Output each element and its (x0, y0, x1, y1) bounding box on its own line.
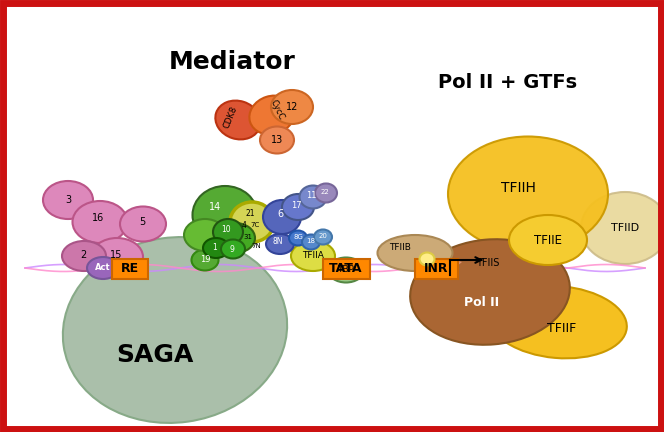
Text: 1: 1 (212, 244, 217, 252)
Ellipse shape (302, 235, 320, 250)
Ellipse shape (314, 229, 332, 245)
Text: Pol II + GTFs: Pol II + GTFs (438, 73, 578, 92)
Ellipse shape (43, 181, 93, 219)
Ellipse shape (193, 186, 258, 244)
Text: 19: 19 (200, 255, 210, 264)
Polygon shape (440, 258, 462, 272)
Text: Pol II: Pol II (464, 296, 499, 309)
Ellipse shape (581, 192, 664, 264)
Text: SAGA: SAGA (116, 343, 194, 367)
Ellipse shape (263, 200, 301, 234)
Ellipse shape (213, 219, 243, 245)
Ellipse shape (282, 194, 314, 220)
Text: TFIIF: TFIIF (547, 321, 576, 334)
Text: TBP: TBP (337, 266, 355, 274)
Ellipse shape (489, 286, 627, 359)
Text: 10: 10 (221, 226, 231, 235)
Ellipse shape (328, 257, 364, 283)
Text: TFIIH: TFIIH (501, 181, 535, 195)
Ellipse shape (62, 241, 106, 271)
Ellipse shape (509, 215, 587, 265)
Text: 7N: 7N (251, 243, 261, 249)
Text: TFIIS: TFIIS (476, 258, 500, 268)
Text: 13: 13 (271, 135, 283, 145)
FancyBboxPatch shape (323, 259, 370, 279)
Text: 5: 5 (139, 217, 145, 227)
Text: 15: 15 (110, 250, 122, 260)
Text: 6: 6 (277, 209, 283, 219)
Ellipse shape (299, 185, 327, 209)
Text: 3: 3 (65, 195, 71, 205)
Text: 7C: 7C (250, 222, 260, 228)
Ellipse shape (63, 237, 287, 423)
Text: 31: 31 (244, 234, 252, 240)
Ellipse shape (120, 206, 166, 241)
Text: INR: INR (424, 263, 448, 276)
Text: 18: 18 (307, 238, 315, 244)
Ellipse shape (448, 137, 608, 251)
Ellipse shape (203, 238, 229, 258)
Ellipse shape (410, 239, 570, 345)
Text: 8N: 8N (273, 238, 284, 247)
Text: Mediator: Mediator (169, 50, 295, 74)
Text: TFIIE: TFIIE (534, 234, 562, 247)
Ellipse shape (250, 95, 295, 134)
Text: TFIIA: TFIIA (302, 251, 324, 260)
Text: TFIID: TFIID (611, 223, 639, 233)
Ellipse shape (289, 231, 307, 245)
Ellipse shape (191, 250, 218, 270)
Text: 22: 22 (321, 189, 329, 195)
Text: 16: 16 (92, 213, 104, 223)
Ellipse shape (87, 257, 119, 279)
Text: CDK8: CDK8 (222, 105, 240, 130)
Text: 17: 17 (291, 200, 301, 210)
Text: 20: 20 (319, 233, 327, 239)
Ellipse shape (315, 184, 337, 203)
FancyBboxPatch shape (415, 259, 458, 279)
Text: Act: Act (95, 264, 111, 273)
Text: 14: 14 (209, 202, 221, 212)
Text: 2: 2 (80, 250, 86, 260)
Text: CycC: CycC (268, 98, 286, 121)
Text: 9: 9 (230, 245, 234, 254)
Text: 8G: 8G (293, 234, 303, 240)
Ellipse shape (215, 223, 255, 253)
Ellipse shape (91, 238, 143, 276)
Ellipse shape (266, 234, 294, 254)
Ellipse shape (184, 219, 226, 251)
Ellipse shape (215, 101, 261, 140)
Text: RE: RE (121, 263, 139, 276)
Ellipse shape (291, 241, 335, 271)
Ellipse shape (378, 235, 452, 271)
Text: 4: 4 (242, 220, 246, 229)
Ellipse shape (271, 90, 313, 124)
Ellipse shape (260, 127, 294, 153)
Text: 11: 11 (305, 191, 316, 200)
Text: TATA: TATA (329, 263, 363, 276)
FancyBboxPatch shape (112, 259, 148, 279)
Text: TFIIB: TFIIB (389, 242, 411, 251)
Ellipse shape (420, 252, 434, 266)
Ellipse shape (230, 202, 274, 242)
Text: 12: 12 (286, 102, 298, 112)
Ellipse shape (221, 239, 245, 258)
Ellipse shape (72, 201, 127, 243)
Text: 21: 21 (245, 209, 255, 217)
